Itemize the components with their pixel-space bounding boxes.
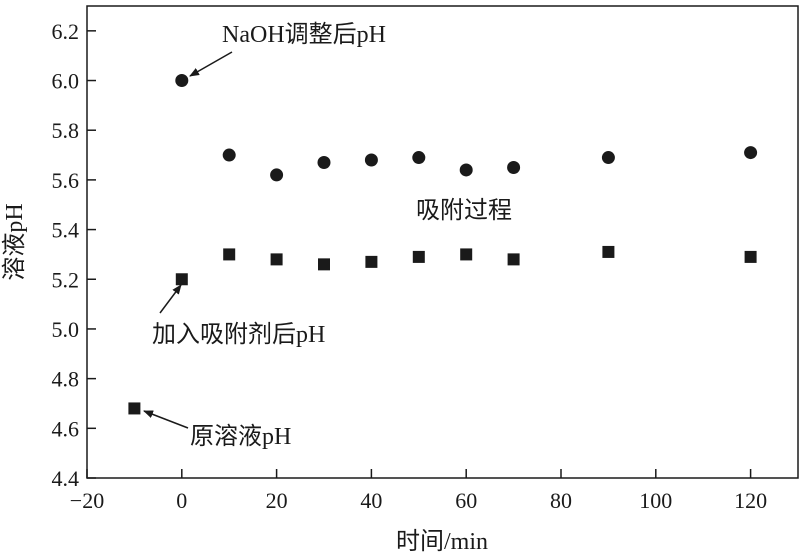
x-tick-label: 40	[360, 488, 382, 513]
data-point-square	[270, 253, 283, 266]
annotation-arrow-original	[143, 410, 189, 429]
annotation-naoh-adjusted: NaOH调整后pH	[222, 21, 386, 48]
y-axis-tick-labels: 4.4 4.6 4.8 5.0 5.2 5.4 5.6 5.8 6.0 6.2	[52, 19, 80, 491]
annotation-adsorption-process: 吸附过程	[416, 197, 512, 224]
data-point-square	[128, 402, 141, 415]
annotation-after-adsorbent: 加入吸附剂后pH	[152, 321, 325, 348]
series-circle-points	[175, 74, 758, 182]
y-tick-label: 5.8	[52, 118, 80, 143]
data-point-circle	[412, 151, 426, 165]
data-point-circle	[507, 160, 521, 174]
annotation-arrow-adsorbent	[159, 284, 182, 314]
y-tick-label: 4.8	[52, 367, 80, 392]
x-tick-label: 80	[550, 488, 572, 513]
annotation-arrow-naoh	[189, 51, 233, 77]
data-point-circle	[744, 146, 758, 160]
y-tick-label: 6.2	[52, 19, 80, 44]
y-tick-label: 5.2	[52, 267, 80, 292]
data-point-circle	[364, 153, 378, 167]
y-tick-label: 6.0	[52, 69, 80, 94]
annotation-original-solution: 原溶液pH	[190, 423, 291, 450]
data-point-square	[507, 253, 520, 266]
y-axis-ticks	[87, 30, 96, 479]
x-tick-label: 0	[176, 488, 187, 513]
data-point-square	[602, 245, 615, 258]
data-point-square	[175, 273, 188, 286]
annotations: NaOH调整后pH 吸附过程 加入吸附剂后pH 原溶液pH	[143, 21, 512, 450]
data-point-circle	[317, 156, 331, 170]
x-axis-label: 时间/min	[396, 528, 488, 555]
x-axis-tick-labels: −20 0 20 40 60 80 100 120	[70, 488, 767, 513]
plot-frame	[86, 5, 799, 479]
y-tick-label: 5.0	[52, 317, 80, 342]
y-tick-label: 4.6	[52, 416, 80, 441]
y-tick-label: 5.4	[52, 218, 80, 243]
data-point-square	[365, 255, 378, 268]
data-point-circle	[175, 74, 189, 88]
y-tick-label: 4.4	[52, 466, 80, 491]
data-point-square	[318, 258, 330, 271]
data-point-circle	[222, 148, 236, 162]
data-point-circle	[459, 163, 473, 177]
data-point-square	[744, 250, 757, 263]
data-point-square	[223, 248, 236, 261]
data-point-square	[412, 250, 425, 263]
x-tick-label: 20	[266, 488, 288, 513]
x-tick-label: 100	[639, 488, 672, 513]
x-tick-label: −20	[70, 488, 104, 513]
data-point-circle	[270, 168, 284, 182]
x-axis-ticks	[86, 469, 752, 478]
x-tick-label: 60	[455, 488, 477, 513]
series-square-points	[128, 245, 757, 415]
data-point-circle	[601, 151, 615, 165]
y-axis-label: 溶液pH	[1, 203, 28, 280]
x-tick-label: 120	[734, 488, 767, 513]
y-tick-label: 5.6	[52, 168, 80, 193]
data-point-square	[460, 248, 473, 261]
